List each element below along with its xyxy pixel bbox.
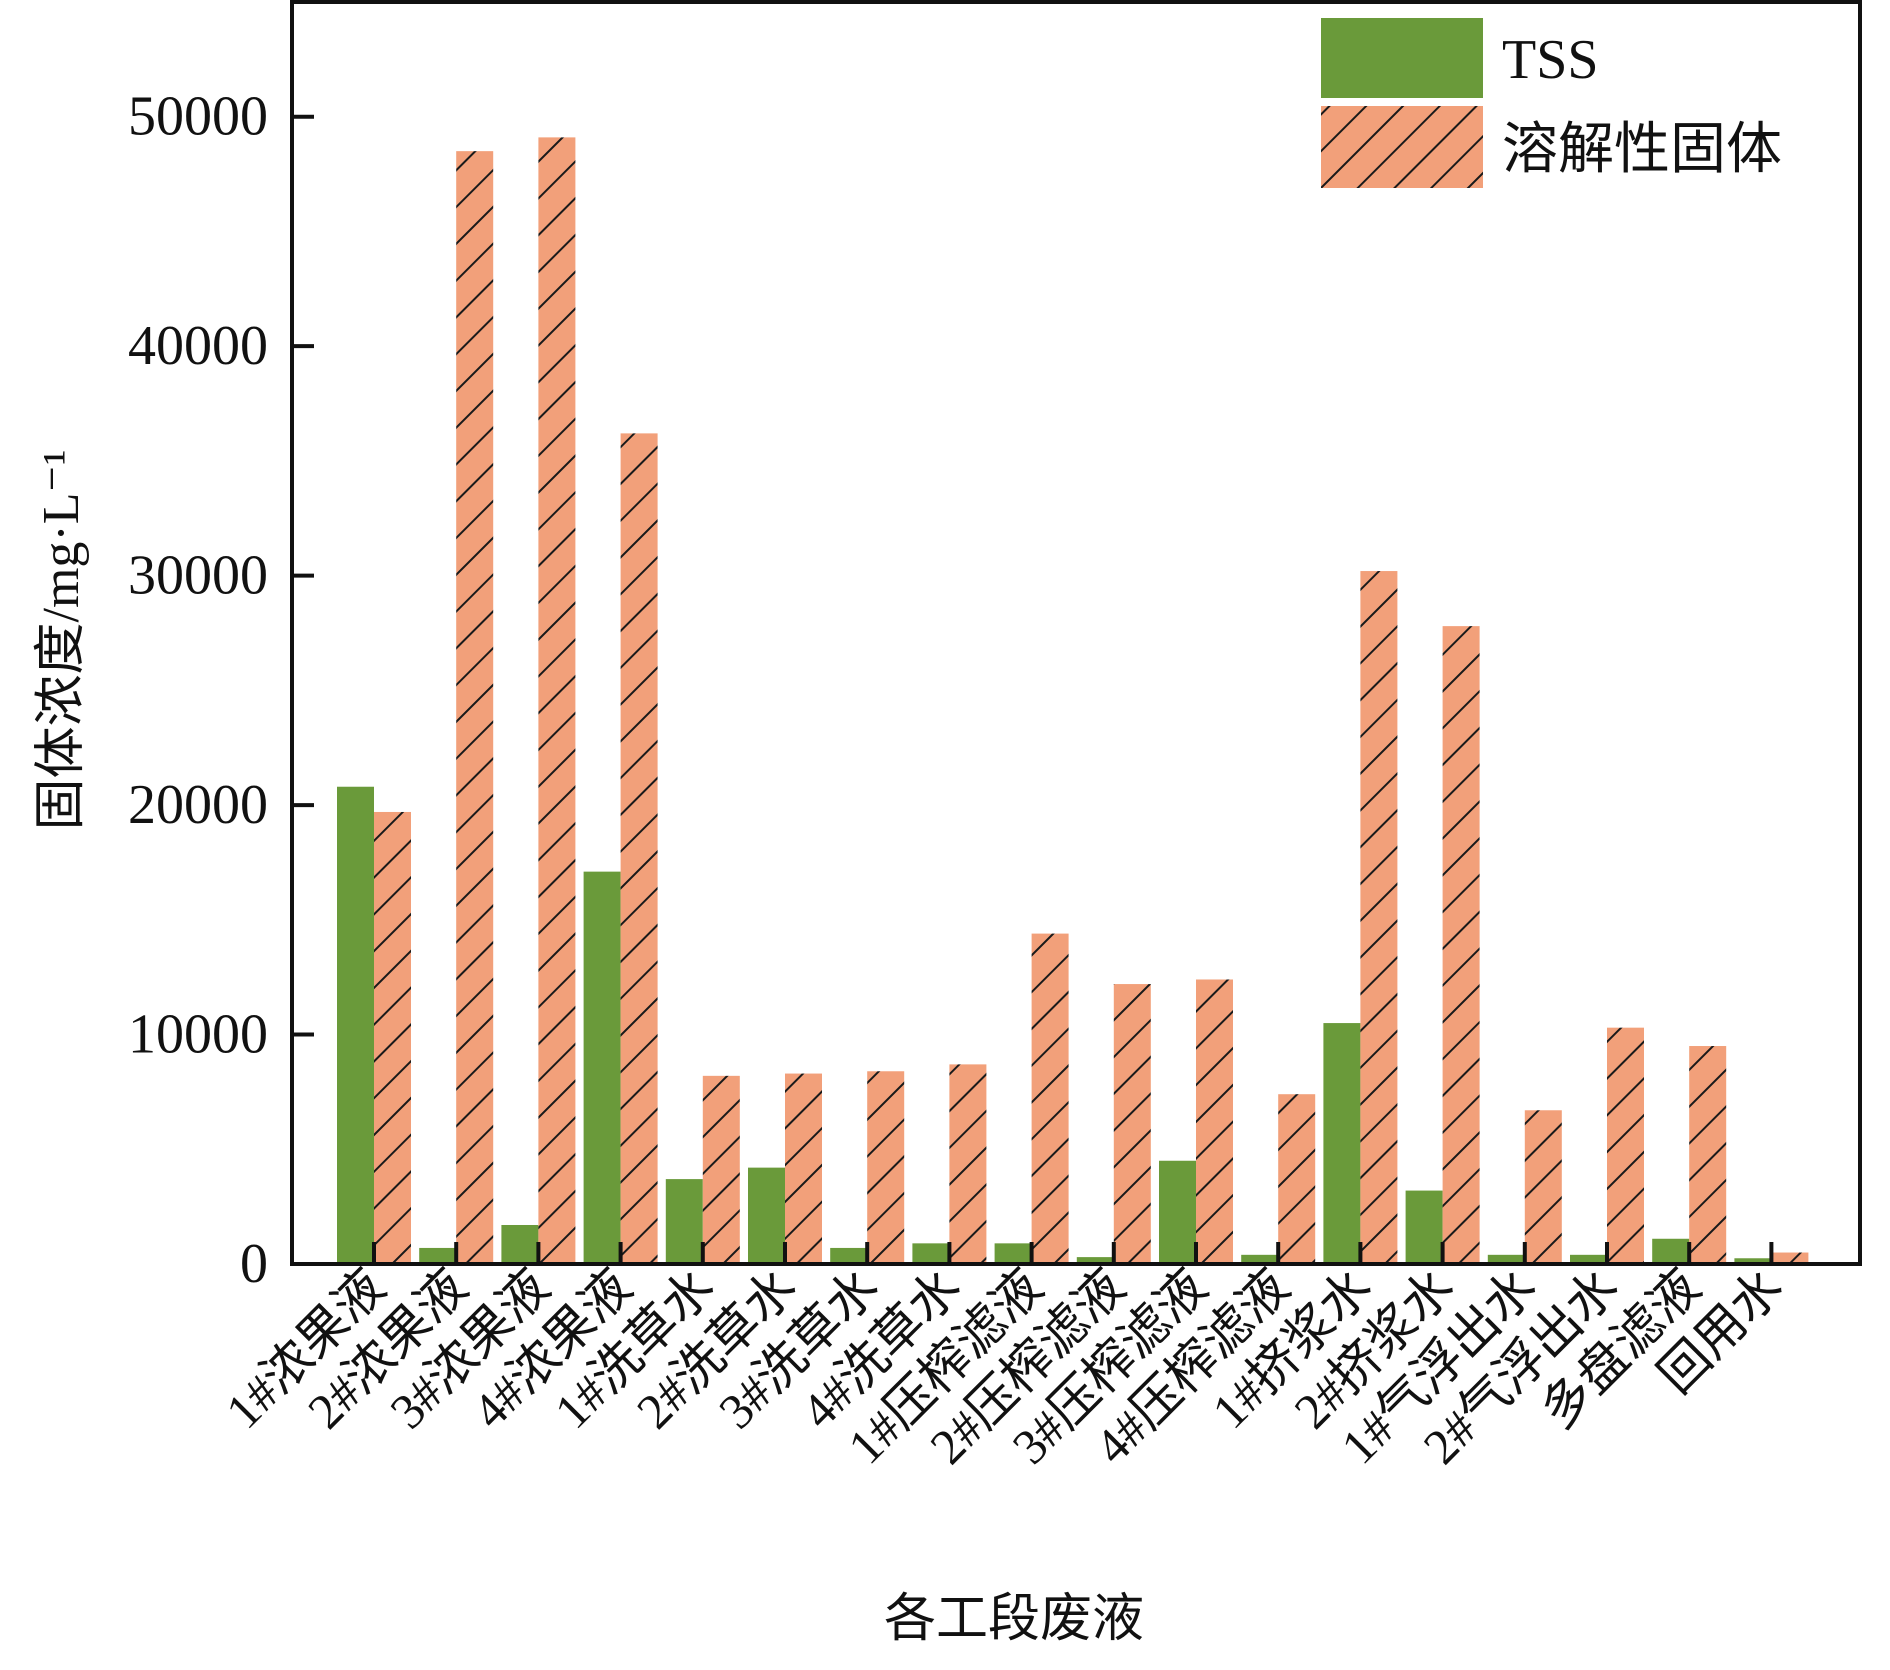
- bar-tss-14: [1405, 1190, 1443, 1264]
- bar-dissolved-solids-6: [785, 1073, 822, 1264]
- y-tick-label: 20000: [128, 774, 268, 836]
- legend: TSS 溶解性固体: [1321, 18, 1782, 188]
- bar-dissolved-solids-15: [1524, 1110, 1562, 1264]
- y-tick-label: 10000: [128, 1004, 268, 1066]
- bar-dissolved-solids-2: [456, 151, 494, 1264]
- bar-tss-15: [1487, 1254, 1525, 1264]
- legend-label-dissolved-solids: 溶解性固体: [1502, 119, 1782, 181]
- bar-tss-1: [337, 786, 374, 1264]
- bar-tss-7: [830, 1247, 868, 1264]
- bar-dissolved-solids-4: [620, 433, 658, 1265]
- bar-tss-2: [419, 1247, 457, 1264]
- bar-dissolved-solids-14: [1442, 626, 1480, 1264]
- y-tick-label: 30000: [128, 545, 268, 607]
- bar-tss-13: [1323, 1023, 1361, 1264]
- legend-swatch-tss: [1321, 18, 1483, 98]
- plot-area-frame: [290, 0, 1862, 1266]
- bar-tss-12: [1241, 1254, 1279, 1264]
- legend-swatch-dissolved-solids: [1321, 106, 1483, 188]
- bar-dissolved-solids-11: [1196, 979, 1233, 1264]
- bar-tss-6: [748, 1167, 785, 1264]
- bar-dissolved-solids-8: [949, 1064, 987, 1264]
- bar-dissolved-solids-9: [1031, 933, 1069, 1264]
- bar-dissolved-solids-13: [1360, 571, 1398, 1264]
- bar-dissolved-solids-18: [1771, 1252, 1809, 1264]
- ticks-layer: [292, 114, 1774, 1266]
- bar-dissolved-solids-3: [538, 137, 576, 1265]
- bar-dissolved-solids-10: [1113, 984, 1151, 1264]
- bar-tss-3: [501, 1224, 539, 1264]
- bar-tss-10: [1076, 1257, 1114, 1264]
- bar-tss-18: [1734, 1258, 1772, 1264]
- y-tick-label: 0: [240, 1233, 268, 1295]
- bar-tss-17: [1652, 1238, 1690, 1264]
- bar-dissolved-solids-12: [1278, 1094, 1316, 1264]
- x-axis-label: 各工段废液: [884, 1591, 1144, 1648]
- bars-layer: [337, 137, 1809, 1265]
- bar-tss-9: [994, 1243, 1032, 1264]
- bar-dissolved-solids-7: [867, 1071, 905, 1264]
- bar-dissolved-solids-17: [1689, 1046, 1727, 1264]
- y-tick-labels: 0 10000 20000 30000 40000 50000: [128, 86, 268, 1295]
- bar-tss-16: [1570, 1254, 1607, 1264]
- bar-dissolved-solids-16: [1607, 1027, 1644, 1264]
- x-tick-labels: 1#浓果液2#浓果液3#浓果液4#浓果液1#洗草水2#洗草水3#洗草水4#洗草水…: [215, 1258, 1793, 1474]
- bar-dissolved-solids-5: [702, 1075, 740, 1264]
- y-tick-label: 50000: [128, 86, 268, 148]
- bar-tss-11: [1159, 1160, 1196, 1264]
- bar-tss-4: [583, 871, 621, 1264]
- bar-tss-5: [665, 1179, 703, 1264]
- y-tick-label: 40000: [128, 315, 268, 377]
- bar-dissolved-solids-1: [374, 811, 411, 1264]
- legend-label-tss: TSS: [1502, 29, 1599, 91]
- y-axis-label: 固体浓度/mg·L⁻¹: [33, 449, 90, 830]
- bar-tss-8: [912, 1243, 950, 1264]
